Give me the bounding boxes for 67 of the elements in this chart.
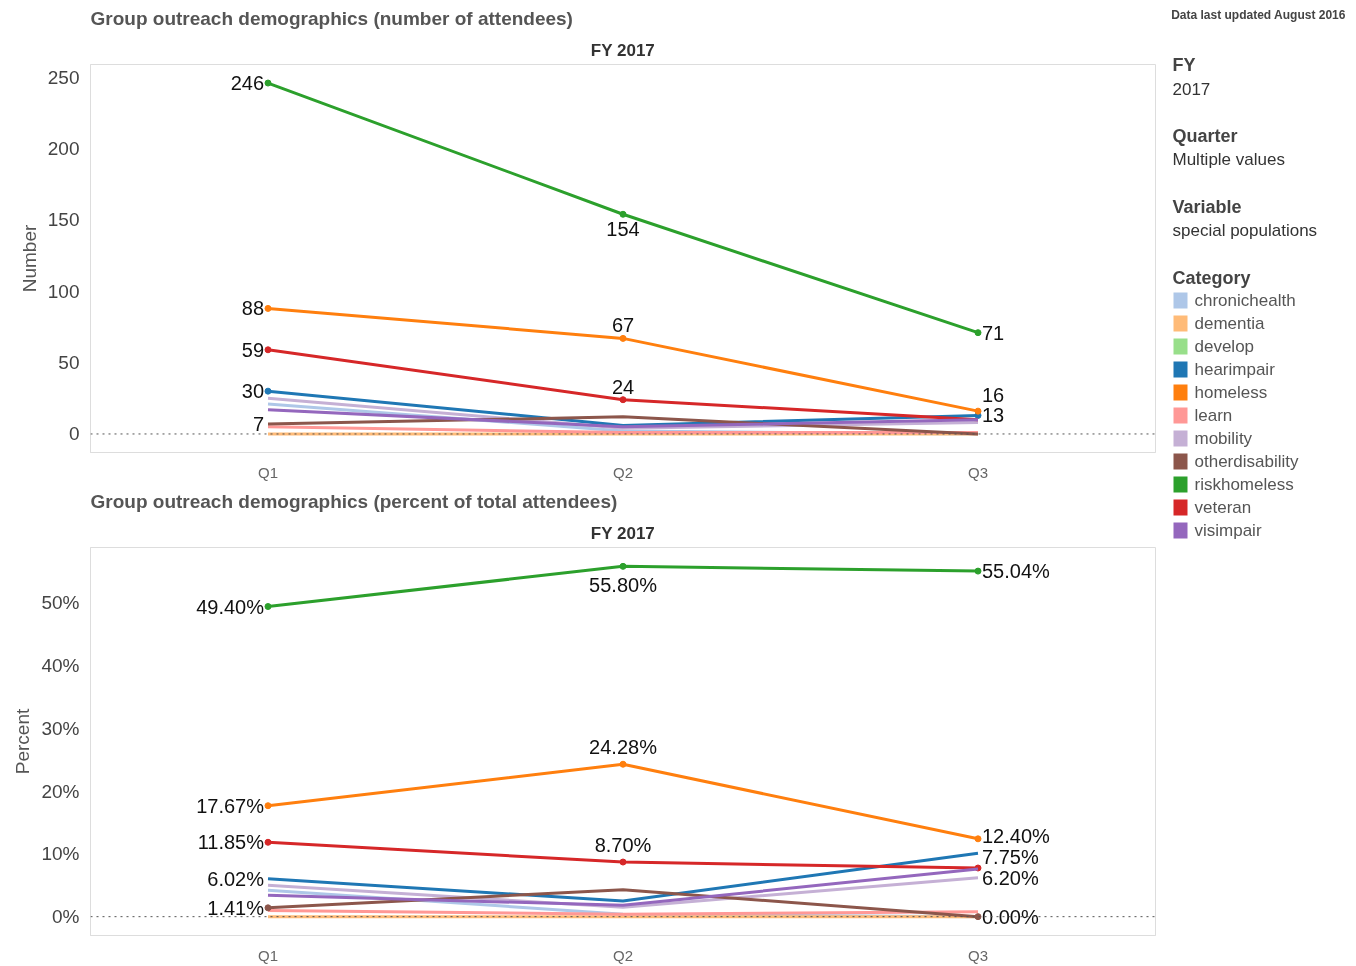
data-label: 7 bbox=[252, 412, 264, 435]
data-label: 1.41% bbox=[207, 896, 265, 919]
data-label: 55.04% bbox=[982, 560, 1051, 583]
data-label: 67 bbox=[611, 314, 635, 337]
legend-label: veteran bbox=[1194, 498, 1252, 517]
x-tick-label: Q3 bbox=[968, 463, 989, 481]
data-label: 88 bbox=[241, 297, 264, 320]
y-tick-label: 0 bbox=[68, 423, 80, 445]
y-tick-label: 30% bbox=[41, 717, 80, 739]
y-tick-label: 250 bbox=[47, 66, 80, 88]
data-label: 13 bbox=[982, 404, 1005, 427]
text: FY bbox=[1172, 54, 1196, 75]
y-tick-label: 20% bbox=[41, 780, 80, 802]
x-tick-label: Q2 bbox=[613, 946, 634, 964]
y-tick-label: 100 bbox=[47, 280, 80, 302]
y-tick-label: 10% bbox=[41, 843, 80, 865]
x-tick-label: Q3 bbox=[968, 946, 989, 964]
data-label: 55.80% bbox=[589, 574, 658, 597]
data-label: 0.00% bbox=[982, 905, 1039, 928]
chart-subtitle: FY 2017 bbox=[590, 40, 655, 60]
y-tick-label: 150 bbox=[47, 209, 80, 231]
data-label: 154 bbox=[606, 218, 640, 241]
data-label: 24 bbox=[611, 375, 635, 398]
y-axis-title: Percent bbox=[12, 708, 34, 775]
legend-label: mobility bbox=[1194, 429, 1253, 448]
data-label: 246 bbox=[230, 72, 265, 95]
legend-label: homeless bbox=[1194, 383, 1268, 402]
legend-title: Category bbox=[1172, 267, 1251, 288]
data-label: 6.20% bbox=[982, 866, 1039, 889]
legend-label: otherdisability bbox=[1194, 452, 1299, 471]
chart-title: Group outreach demographics (number of attendees) bbox=[90, 7, 573, 29]
legend-label: visimpair bbox=[1194, 521, 1262, 540]
legend-label: chronichealth bbox=[1194, 291, 1296, 310]
data-label: 71 bbox=[982, 321, 1005, 344]
data-label: 24.28% bbox=[589, 736, 658, 759]
text: Quarter bbox=[1172, 125, 1238, 146]
data-label: 49.40% bbox=[196, 595, 265, 618]
text: special populations bbox=[1172, 221, 1318, 240]
y-axis-title: Number bbox=[18, 224, 40, 293]
legend-label: learn bbox=[1194, 406, 1233, 425]
data-label: 59 bbox=[241, 338, 264, 361]
data-label: 11.85% bbox=[197, 831, 265, 854]
text: 2017 bbox=[1172, 79, 1211, 99]
data-label: 12.40% bbox=[982, 825, 1051, 848]
data-label: 30 bbox=[241, 380, 264, 403]
text: Data last updated August 2016 bbox=[1171, 7, 1346, 22]
legend-label: hearimpair bbox=[1194, 360, 1276, 379]
text: Multiple values bbox=[1172, 150, 1285, 169]
y-tick-label: 200 bbox=[47, 138, 80, 160]
y-tick-label: 40% bbox=[41, 655, 80, 677]
chart-subtitle: FY 2017 bbox=[590, 523, 655, 543]
y-tick-label: 50% bbox=[41, 592, 80, 614]
y-tick-label: 50 bbox=[58, 352, 80, 374]
data-label: 6.02% bbox=[207, 867, 265, 890]
x-tick-label: Q2 bbox=[613, 463, 634, 481]
x-tick-label: Q1 bbox=[258, 463, 279, 481]
data-label: 7.75% bbox=[982, 846, 1039, 869]
data-label: 17.67% bbox=[196, 794, 265, 817]
data-label: 8.70% bbox=[594, 834, 652, 857]
y-tick-label: 0% bbox=[52, 906, 80, 928]
chart-title: Group outreach demographics (percent of total attendees) bbox=[90, 490, 618, 512]
text: Variable bbox=[1172, 196, 1242, 217]
data-label: 16 bbox=[982, 384, 1005, 407]
x-tick-label: Q1 bbox=[258, 946, 279, 964]
legend-label: riskhomeless bbox=[1194, 475, 1294, 494]
legend-label: dementia bbox=[1194, 314, 1265, 333]
legend-label: develop bbox=[1194, 337, 1255, 356]
